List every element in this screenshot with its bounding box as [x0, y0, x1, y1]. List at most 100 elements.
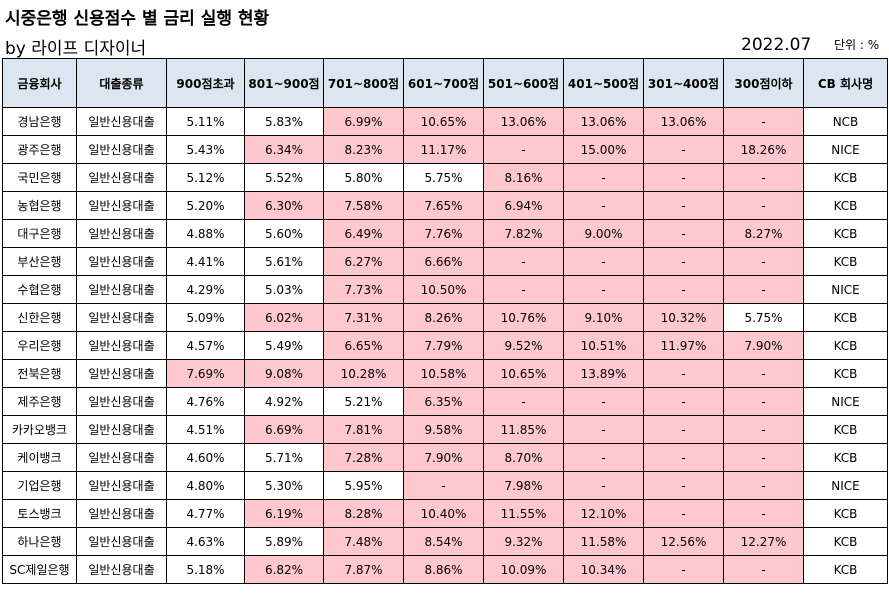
rate-cell: 4.51%: [166, 415, 245, 444]
bank-name-cell: 경남은행: [2, 107, 77, 136]
rate-cell: 5.18%: [166, 555, 245, 584]
rate-cell: 9.00%: [563, 219, 644, 248]
rate-cell: 12.27%: [723, 527, 804, 556]
rate-cell: 7.48%: [323, 527, 404, 556]
bank-name-cell: 대구은행: [2, 219, 77, 248]
rate-cell: 6.34%: [244, 135, 324, 164]
rate-cell: 7.69%: [166, 359, 245, 388]
rate-cell: 9.32%: [483, 527, 564, 556]
table-row: 광주은행 일반신용대출 5.43% 6.34% 8.23% 11.17% -15.00% -1…: [2, 135, 888, 164]
rate-cell: 7.73%: [323, 275, 404, 304]
rate-cell: -: [643, 135, 724, 164]
rate-cell: 5.89%: [244, 527, 324, 556]
rate-cell: 7.81%: [323, 415, 404, 444]
rate-cell: 5.43%: [166, 135, 245, 164]
rate-cell: 6.99%: [323, 107, 404, 136]
table-row: 카카오뱅크 일반신용대출 4.51% 6.69% 7.81% 9.58% 11.85% - - -…: [2, 415, 888, 444]
rate-cell: -: [723, 275, 804, 304]
rate-cell: -: [723, 247, 804, 276]
rate-cell: 10.28%: [323, 359, 404, 388]
rate-cell: 5.95%: [323, 471, 404, 500]
rate-cell: 5.75%: [723, 303, 804, 332]
table-row: 국민은행 일반신용대출 5.12% 5.52% 5.80% 5.75% 8.16% - - - KC…: [2, 163, 888, 192]
rate-cell: 7.28%: [323, 443, 404, 472]
cb-company-cell: KCB: [803, 331, 888, 360]
rate-cell: 9.58%: [403, 415, 484, 444]
rate-cell: 6.69%: [244, 415, 324, 444]
bank-name-cell: 우리은행: [2, 331, 77, 360]
rate-cell: 6.02%: [244, 303, 324, 332]
rate-cell: 5.71%: [244, 443, 324, 472]
loan-type-cell: 일반신용대출: [76, 303, 167, 332]
rate-cell: 11.58%: [563, 527, 644, 556]
bank-name-cell: 하나은행: [2, 527, 77, 556]
table-row: 전북은행 일반신용대출 7.69% 9.08% 10.28% 10.58% 10.65% 13…: [2, 359, 888, 388]
table-body: 경남은행 일반신용대출 5.11% 5.83% 6.99% 10.65% 13.06% 13.…: [2, 107, 888, 584]
loan-type-cell: 일반신용대출: [76, 527, 167, 556]
bank-name-cell: 부산은행: [2, 247, 77, 276]
table-row: 수협은행 일반신용대출 4.29% 5.03% 7.73% 10.50% - - - - NICE: [2, 275, 888, 304]
table-row: 하나은행 일반신용대출 4.63% 5.89% 7.48% 8.54% 9.32% 11.58…: [2, 527, 888, 556]
column-header: 401~500점: [563, 58, 644, 108]
loan-type-cell: 일반신용대출: [76, 107, 167, 136]
rate-cell: 6.94%: [483, 191, 564, 220]
rate-cell: -: [643, 471, 724, 500]
rate-cell: -: [483, 135, 564, 164]
cb-company-cell: KCB: [803, 555, 888, 584]
rate-cell: 7.90%: [403, 443, 484, 472]
rate-cell: 4.63%: [166, 527, 245, 556]
cb-company-cell: KCB: [803, 303, 888, 332]
column-header: 금융회사: [2, 58, 77, 108]
table-row: 케이뱅크 일반신용대출 4.60% 5.71% 7.28% 7.90% 8.70% - - - KC…: [2, 443, 888, 472]
rate-cell: 4.57%: [166, 331, 245, 360]
rate-cell: -: [563, 415, 644, 444]
column-header: 900점초과: [166, 58, 245, 108]
rate-cell: 13.06%: [483, 107, 564, 136]
table-row: 경남은행 일반신용대출 5.11% 5.83% 6.99% 10.65% 13.06% 13.…: [2, 107, 888, 136]
rate-cell: 10.40%: [403, 499, 484, 528]
rate-cell: 4.88%: [166, 219, 245, 248]
rate-cell: 10.32%: [643, 303, 724, 332]
loan-type-cell: 일반신용대출: [76, 499, 167, 528]
loan-type-cell: 일반신용대출: [76, 191, 167, 220]
bank-name-cell: SC제일은행: [2, 555, 77, 584]
cb-company-cell: KCB: [803, 415, 888, 444]
rate-cell: 6.27%: [323, 247, 404, 276]
cb-company-cell: KCB: [803, 527, 888, 556]
rate-cell: 13.06%: [563, 107, 644, 136]
rate-cell: 5.60%: [244, 219, 324, 248]
table-row: 기업은행 일반신용대출 4.80% 5.30% 5.95% -7.98% - - - NICE: [2, 471, 888, 500]
rate-cell: 15.00%: [563, 135, 644, 164]
bank-name-cell: 제주은행: [2, 387, 77, 416]
rate-cell: 8.26%: [403, 303, 484, 332]
rate-cell: 7.79%: [403, 331, 484, 360]
rate-cell: 10.76%: [483, 303, 564, 332]
rate-cell: -: [643, 191, 724, 220]
rate-cell: 5.61%: [244, 247, 324, 276]
author-subtitle: by 라이프 디자이너: [5, 39, 147, 59]
cb-company-cell: NCB: [803, 107, 888, 136]
rate-cell: -: [403, 471, 484, 500]
rate-cell: 5.30%: [244, 471, 324, 500]
table-row: 제주은행 일반신용대출 4.76% 4.92% 5.21% 6.35% - - - - NICE: [2, 387, 888, 416]
loan-type-cell: 일반신용대출: [76, 387, 167, 416]
rate-cell: 11.17%: [403, 135, 484, 164]
column-header: 501~600점: [483, 58, 564, 108]
rate-cell: -: [723, 415, 804, 444]
rate-cell: 5.09%: [166, 303, 245, 332]
cb-company-cell: KCB: [803, 443, 888, 472]
rate-cell: 8.70%: [483, 443, 564, 472]
rate-cell: 10.65%: [483, 359, 564, 388]
column-header: CB 회사명: [803, 58, 888, 108]
rate-cell: -: [563, 163, 644, 192]
rate-cell: 7.58%: [323, 191, 404, 220]
rate-cell: -: [643, 163, 724, 192]
bank-name-cell: 농협은행: [2, 191, 77, 220]
cb-company-cell: KCB: [803, 163, 888, 192]
loan-type-cell: 일반신용대출: [76, 135, 167, 164]
bank-name-cell: 신한은행: [2, 303, 77, 332]
loan-type-cell: 일반신용대출: [76, 443, 167, 472]
column-header: 301~400점: [643, 58, 724, 108]
bank-name-cell: 전북은행: [2, 359, 77, 388]
rate-cell: -: [723, 443, 804, 472]
